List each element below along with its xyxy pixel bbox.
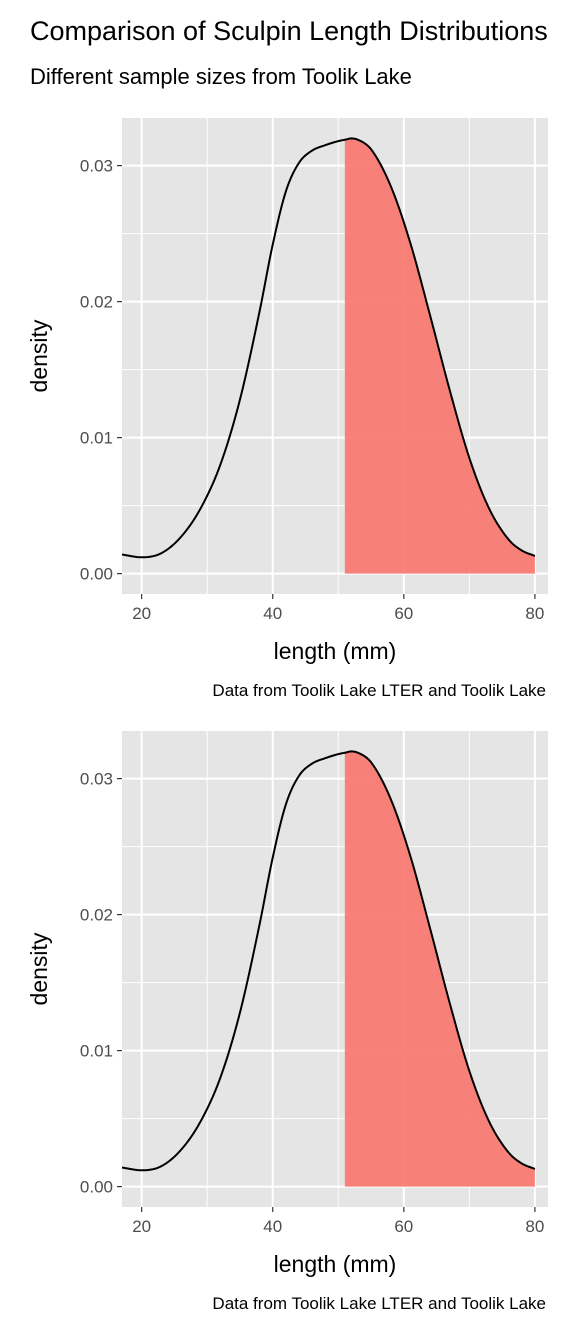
x-tick-label: 60 — [394, 604, 413, 623]
panel-1: 0.00 0.01 0.02 0.03 20 40 60 80 length (mm) densi… — [26, 118, 548, 700]
caption: Data from Toolik Lake LTER and Toolik La… — [212, 681, 546, 700]
y-tick-label: 0.02 — [80, 906, 113, 925]
chart-subtitle: Different sample sizes from Toolik Lake — [30, 64, 412, 89]
x-tick-label: 80 — [525, 1217, 544, 1236]
panels: 0.00 0.01 0.02 0.03 20 40 60 80 length (mm) densi… — [26, 118, 548, 1313]
y-tick-label: 0.00 — [80, 565, 113, 584]
density-curve — [121, 137, 536, 559]
panel-2: 0.00 0.01 0.02 0.03 20 40 60 80 length (mm) densi… — [26, 731, 548, 1313]
y-tick-label: 0.03 — [80, 770, 113, 789]
y-tick-label: 0.02 — [80, 293, 113, 312]
caption: Data from Toolik Lake LTER and Toolik La… — [212, 1294, 546, 1313]
x-tick-label: 60 — [394, 1217, 413, 1236]
y-axis-title: density — [26, 319, 52, 392]
x-tick-label: 20 — [132, 604, 151, 623]
y-tick-label: 0.00 — [80, 1178, 113, 1197]
x-axis-title: length (mm) — [274, 1251, 397, 1277]
y-tick-label: 0.01 — [80, 429, 113, 448]
density-curve — [121, 750, 536, 1172]
x-tick-label: 20 — [132, 1217, 151, 1236]
x-tick-label: 40 — [263, 1217, 282, 1236]
x-tick-label: 80 — [525, 604, 544, 623]
x-tick-label: 40 — [263, 604, 282, 623]
x-axis-title: length (mm) — [274, 638, 397, 664]
chart-title: Comparison of Sculpin Length Distributio… — [30, 16, 548, 46]
y-tick-label: 0.01 — [80, 1042, 113, 1061]
y-tick-label: 0.03 — [80, 157, 113, 176]
y-axis-title: density — [26, 932, 52, 1005]
